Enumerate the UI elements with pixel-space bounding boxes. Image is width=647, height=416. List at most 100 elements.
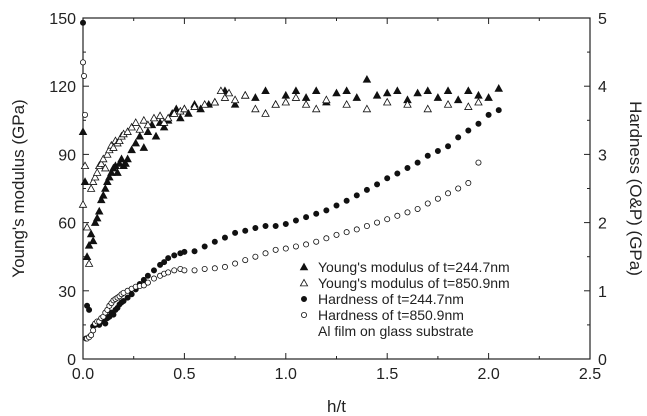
data-point <box>117 154 126 163</box>
data-point <box>242 257 249 264</box>
data-point <box>414 159 421 166</box>
data-point <box>464 86 473 95</box>
data-point <box>342 99 351 108</box>
data-point <box>78 199 88 208</box>
data-point <box>313 238 320 245</box>
legend-marker <box>299 278 309 287</box>
data-point <box>124 294 131 301</box>
data-point <box>443 86 453 95</box>
data-point <box>139 115 149 124</box>
data-point <box>96 159 106 167</box>
data-point <box>171 252 178 259</box>
data-point <box>382 88 392 97</box>
data-point <box>165 255 172 262</box>
data-point <box>151 131 161 140</box>
data-point <box>155 111 165 120</box>
data-point <box>394 212 401 219</box>
data-point <box>84 259 94 267</box>
data-point <box>475 120 482 127</box>
data-point <box>292 243 299 250</box>
data-point <box>413 88 422 97</box>
data-point <box>210 97 220 106</box>
data-point <box>301 99 311 108</box>
data-point <box>139 143 149 151</box>
data-point <box>453 95 463 104</box>
data-point <box>115 159 124 167</box>
y2-tick-label: 1 <box>598 284 607 301</box>
data-point <box>363 186 370 193</box>
data-point <box>96 195 106 204</box>
data-point <box>232 260 239 267</box>
data-point <box>165 269 172 276</box>
y2-axis-label: Hardness (O&P) (GPa) <box>626 101 645 276</box>
data-point <box>343 229 350 236</box>
data-point <box>464 102 473 110</box>
data-point <box>80 19 87 26</box>
data-point <box>140 282 147 289</box>
data-point <box>221 263 228 270</box>
data-point <box>80 161 90 170</box>
data-point <box>252 253 259 260</box>
data-point <box>101 163 110 172</box>
data-point <box>131 118 141 126</box>
legend-marker <box>300 311 307 318</box>
data-point <box>82 222 92 231</box>
data-point <box>184 109 193 117</box>
data-point <box>414 205 421 212</box>
data-point <box>200 99 209 108</box>
data-point <box>272 246 279 253</box>
data-point <box>342 86 351 95</box>
data-point <box>474 97 483 106</box>
data-point <box>303 241 310 248</box>
data-point <box>224 88 234 97</box>
series-2 <box>78 86 483 267</box>
data-point <box>135 131 145 140</box>
data-point <box>251 93 260 101</box>
x-tick-label: 0.0 <box>72 366 94 383</box>
x-axis-label: h/t <box>327 397 346 416</box>
data-point <box>94 206 104 215</box>
data-point <box>149 113 159 122</box>
y-tick-label: 0 <box>67 352 76 369</box>
data-point <box>261 109 270 117</box>
data-point <box>384 175 391 182</box>
data-point <box>84 240 94 249</box>
data-point <box>353 192 360 199</box>
data-point <box>105 172 114 181</box>
data-point <box>211 238 218 245</box>
data-point <box>303 214 310 221</box>
data-point <box>127 145 136 154</box>
data-point <box>157 261 164 268</box>
data-point <box>291 93 301 101</box>
data-point <box>230 95 240 104</box>
data-point <box>86 306 93 313</box>
data-point <box>196 104 205 113</box>
y-tick-label: 120 <box>49 79 76 96</box>
series-4 <box>80 59 482 342</box>
data-point <box>181 267 188 274</box>
data-point <box>445 143 452 150</box>
data-point <box>176 113 185 122</box>
y-axis-label: Young's modulus (GPa) <box>9 99 28 277</box>
data-point <box>434 147 441 154</box>
data-point <box>127 122 136 131</box>
data-point <box>86 184 96 192</box>
data-point <box>404 165 411 172</box>
x-tick-label: 0.5 <box>173 366 195 383</box>
data-point <box>495 107 502 114</box>
data-point <box>262 250 269 257</box>
data-point <box>191 267 198 274</box>
data-point <box>150 267 157 274</box>
data-point <box>115 136 124 145</box>
data-point <box>292 217 299 224</box>
data-point <box>113 168 122 176</box>
x-tick-label: 2.5 <box>579 366 601 383</box>
data-point <box>103 149 112 158</box>
y-tick-label: 30 <box>58 284 76 301</box>
data-point <box>424 152 431 159</box>
data-point <box>220 93 230 101</box>
data-point <box>120 298 127 305</box>
data-point <box>251 104 260 113</box>
